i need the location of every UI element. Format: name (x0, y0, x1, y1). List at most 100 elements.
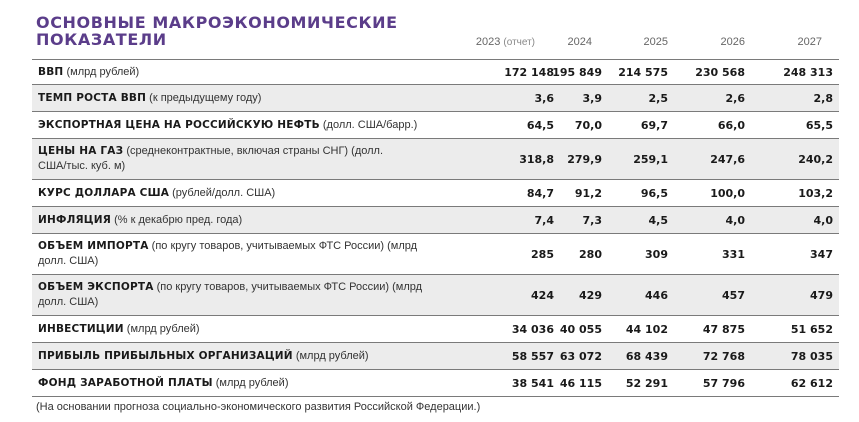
table-row: ОБЪЕМ ЭКСПОРТА (по кругу товаров, учитыв… (32, 274, 839, 315)
cell-2026: 47 875 (702, 322, 745, 336)
cell-2023: 58 557 (511, 349, 554, 363)
row-label: ТЕМП РОСТА ВВП (к предыдущему году) (38, 85, 458, 111)
row-label: ОБЪЕМ ИМПОРТА (по кругу товаров, учитыва… (38, 234, 438, 274)
row-desc: (млрд рублей) (215, 376, 289, 389)
year-header-2026: 2026 (720, 36, 745, 48)
row-label: ЦЕНЫ НА ГАЗ (среднеконтрактные, включая … (38, 139, 398, 179)
cell-2023: 285 (531, 247, 554, 261)
row-label: ЭКСПОРТНАЯ ЦЕНА НА РОССИЙСКУЮ НЕФТЬ (дол… (38, 112, 458, 138)
year-header-2023: 2023 (отчет) (455, 36, 535, 50)
row-desc: (долл. США/барр.) (322, 118, 418, 131)
cell-2024: 7,3 (582, 213, 603, 227)
cell-2027: 62 612 (790, 376, 833, 390)
row-name: ЦЕНЫ НА ГАЗ (38, 145, 124, 157)
cell-2026: 66,0 (717, 118, 745, 132)
cell-2025: 2,5 (648, 91, 669, 105)
page-title: ОСНОВНЫЕ МАКРОЭКОНОМИЧЕСКИЕ ПОКАЗАТЕЛИ (36, 13, 398, 49)
source-note: (На основании прогноза социально-экономи… (36, 401, 481, 413)
table-row: ИНВЕСТИЦИИ (млрд рублей) 34 036 40 055 4… (32, 315, 839, 342)
cell-2023: 34 036 (511, 322, 554, 336)
cell-2024: 280 (579, 247, 602, 261)
cell-2026: 72 768 (702, 349, 745, 363)
cell-2026: 4,0 (725, 213, 746, 227)
table-row: ИНФЛЯЦИЯ (% к декабрю пред. года) 7,4 7,… (32, 206, 839, 233)
table-row: КУРС ДОЛЛАРА США (рублей/долл. США) 84,7… (32, 179, 839, 206)
row-desc: (среднеконтрактные, включая страны СНГ) … (38, 145, 384, 172)
cell-2023: 38 541 (511, 376, 554, 390)
cell-2027: 347 (810, 247, 833, 261)
cell-2027: 479 (810, 288, 833, 302)
row-desc: (по кругу товаров, учитываемых ФТС Росси… (38, 240, 418, 267)
cell-2024: 91,2 (574, 186, 602, 200)
cell-2023: 424 (531, 288, 554, 302)
row-name: ИНВЕСТИЦИИ (38, 322, 124, 335)
cell-2025: 4,5 (648, 213, 669, 227)
cell-2024: 195 849 (552, 65, 602, 79)
row-name: ВВП (38, 65, 64, 78)
row-name: ОБЪЕМ ИМПОРТА (38, 240, 149, 252)
row-name: ФОНД ЗАРАБОТНОЙ ПЛАТЫ (38, 376, 213, 389)
cell-2024: 46 115 (559, 376, 602, 390)
indicators-table: ВВП (млрд рублей) 172 148 195 849 214 57… (32, 59, 839, 397)
row-label: ИНВЕСТИЦИИ (млрд рублей) (38, 316, 458, 342)
row-label: ФОНД ЗАРАБОТНОЙ ПЛАТЫ (млрд рублей) (38, 370, 458, 396)
cell-2027: 4,0 (813, 213, 834, 227)
table-row: ФОНД ЗАРАБОТНОЙ ПЛАТЫ (млрд рублей) 38 5… (32, 369, 839, 397)
cell-2025: 44 102 (625, 322, 668, 336)
cell-2025: 259,1 (633, 152, 668, 166)
row-name: ЭКСПОРТНАЯ ЦЕНА НА РОССИЙСКУЮ НЕФТЬ (38, 118, 320, 131)
row-label: ОБЪЕМ ЭКСПОРТА (по кругу товаров, учитыв… (38, 275, 438, 315)
row-label: КУРС ДОЛЛАРА США (рублей/долл. США) (38, 180, 458, 206)
cell-2023: 64,5 (526, 118, 554, 132)
cell-2023: 172 148 (504, 65, 554, 79)
year-header-2025: 2025 (643, 36, 668, 48)
row-desc: (к предыдущему году) (149, 91, 262, 104)
cell-2023: 7,4 (534, 213, 555, 227)
row-label: ВВП (млрд рублей) (38, 60, 458, 84)
cell-2026: 2,6 (725, 91, 746, 105)
cell-2024: 429 (579, 288, 602, 302)
table-row: ОБЪЕМ ИМПОРТА (по кругу товаров, учитыва… (32, 233, 839, 274)
row-name: ПРИБЫЛЬ ПРИБЫЛЬНЫХ ОРГАНИЗАЦИЙ (38, 349, 293, 362)
table-row: ЦЕНЫ НА ГАЗ (среднеконтрактные, включая … (32, 138, 839, 179)
cell-2023: 84,7 (526, 186, 554, 200)
cell-2025: 96,5 (640, 186, 668, 200)
cell-2024: 3,9 (582, 91, 603, 105)
cell-2026: 247,6 (710, 152, 745, 166)
row-desc: (% к декабрю пред. года) (114, 213, 243, 226)
cell-2025: 68 439 (625, 349, 668, 363)
cell-2026: 100,0 (710, 186, 745, 200)
cell-2027: 2,8 (813, 91, 834, 105)
row-label: ИНФЛЯЦИЯ (% к декабрю пред. года) (38, 207, 458, 233)
cell-2025: 446 (645, 288, 668, 302)
cell-2025: 69,7 (640, 118, 668, 132)
cell-2027: 240,2 (798, 152, 833, 166)
cell-2023: 318,8 (519, 152, 554, 166)
cell-2025: 214 575 (618, 65, 668, 79)
cell-2027: 65,5 (805, 118, 833, 132)
cell-2024: 70,0 (574, 118, 602, 132)
table-row: ТЕМП РОСТА ВВП (к предыдущему году) 3,6 … (32, 84, 839, 111)
row-name: ТЕМП РОСТА ВВП (38, 91, 147, 104)
row-name: ОБЪЕМ ЭКСПОРТА (38, 281, 154, 293)
cell-2026: 457 (722, 288, 745, 302)
cell-2027: 51 652 (790, 322, 833, 336)
cell-2025: 309 (645, 247, 668, 261)
year-header-2024: 2024 (567, 36, 592, 48)
cell-2023: 3,6 (534, 91, 555, 105)
cell-2024: 279,9 (567, 152, 602, 166)
year-header-label: 2023 (475, 36, 501, 48)
table-row: ВВП (млрд рублей) 172 148 195 849 214 57… (32, 59, 839, 84)
cell-2027: 103,2 (798, 186, 833, 200)
row-desc: (по кругу товаров, учитываемых ФТС Росси… (38, 281, 423, 308)
row-name: ИНФЛЯЦИЯ (38, 213, 112, 226)
row-label: ПРИБЫЛЬ ПРИБЫЛЬНЫХ ОРГАНИЗАЦИЙ (млрд руб… (38, 343, 458, 369)
cell-2024: 40 055 (559, 322, 602, 336)
table-row: ПРИБЫЛЬ ПРИБЫЛЬНЫХ ОРГАНИЗАЦИЙ (млрд руб… (32, 342, 839, 369)
row-desc: (млрд рублей) (295, 349, 369, 362)
row-desc: (млрд рублей) (66, 65, 140, 78)
year-header-sub: (отчет) (503, 37, 535, 48)
cell-2025: 52 291 (625, 376, 668, 390)
cell-2026: 57 796 (702, 376, 745, 390)
row-desc: (рублей/долл. США) (172, 186, 276, 199)
